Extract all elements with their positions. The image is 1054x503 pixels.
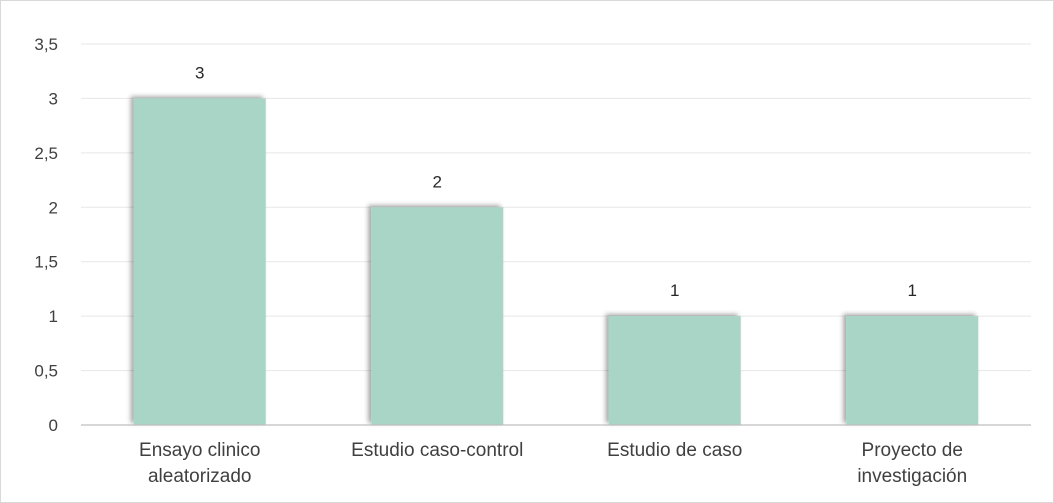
y-tick-label: 1,5: [34, 253, 58, 272]
category-label: Ensayo clinico aleatorizado: [139, 440, 260, 487]
bar: [846, 316, 979, 425]
data-label: 3: [195, 63, 204, 82]
bar: [371, 207, 504, 425]
y-tick-label: 2: [49, 198, 58, 217]
data-label: 1: [670, 281, 679, 300]
category-label: Estudio caso-control: [351, 440, 523, 461]
bars: [133, 98, 979, 425]
y-tick-label: 2,5: [34, 144, 58, 163]
y-tick-label: 3: [49, 89, 58, 108]
y-tick-label: 3,5: [34, 35, 58, 54]
category-label: Estudio de caso: [607, 440, 742, 461]
data-label: 1: [908, 281, 917, 300]
category-label: Proyecto de investigación: [857, 440, 967, 487]
y-tick-label: 0,5: [34, 362, 58, 381]
labels: 0 0,5 1 1,5 2 2,5 3 3,5 3 Ensayo clinico aleatoriz…: [34, 35, 967, 487]
y-tick-label: 1: [49, 307, 58, 326]
data-label: 2: [433, 172, 442, 191]
bar: [608, 316, 741, 425]
y-tick-label: 0: [49, 416, 58, 435]
bar: [133, 98, 266, 425]
